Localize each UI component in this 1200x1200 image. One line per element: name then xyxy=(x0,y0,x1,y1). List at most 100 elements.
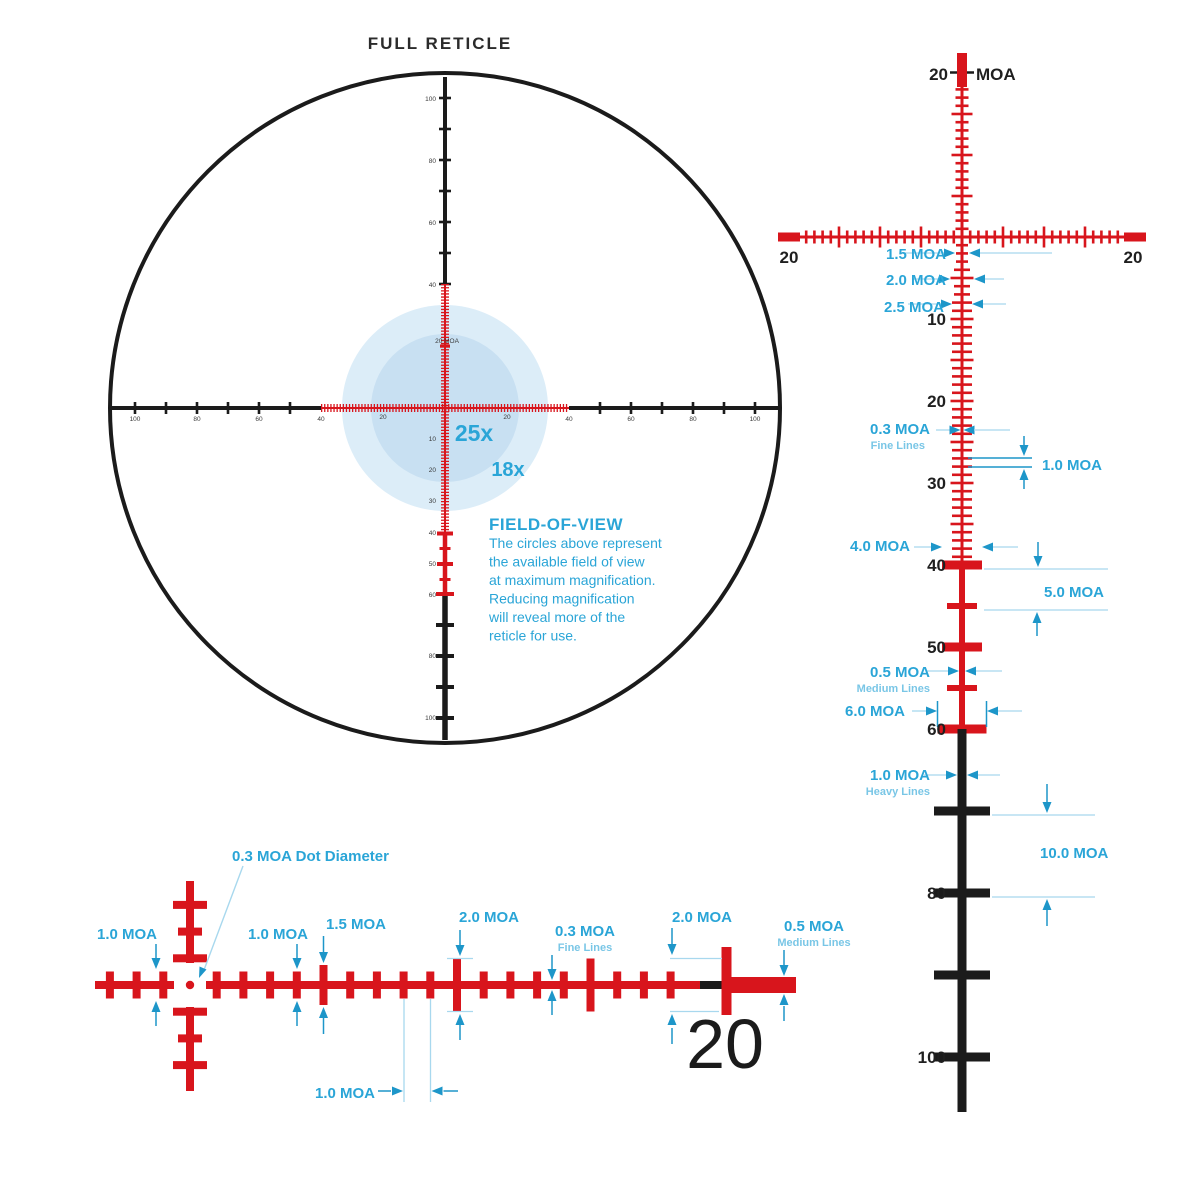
dimension-arrow xyxy=(547,990,557,1001)
full-reticle-diagram: FULL RETICLE 100 80 60 40 20 20 40 60 80 100 100 80… xyxy=(108,34,782,745)
fov-paragraph: The circles above represent the available… xyxy=(488,535,662,644)
fov-heading: FIELD-OF-VIEW xyxy=(489,515,623,534)
tick xyxy=(950,522,974,526)
tick xyxy=(439,578,451,581)
tick xyxy=(952,334,972,337)
tick xyxy=(952,342,972,345)
dimension-arrow xyxy=(151,1001,161,1012)
label: 60 xyxy=(627,416,635,423)
tick xyxy=(226,402,230,414)
tick xyxy=(952,457,972,460)
tick xyxy=(952,424,972,427)
label: 100 xyxy=(425,96,436,103)
tick xyxy=(954,284,970,288)
tick xyxy=(753,402,757,414)
tick xyxy=(829,230,833,244)
big-20-label: 20 xyxy=(686,1005,764,1083)
tick xyxy=(952,416,972,419)
ann-bottom-1-0-moa: 1.0 MOA xyxy=(315,1085,375,1102)
tick xyxy=(927,230,931,244)
bar-20-moa xyxy=(721,947,732,1015)
tick xyxy=(955,202,969,206)
label: 100 xyxy=(425,715,436,722)
tick xyxy=(950,276,974,280)
tick xyxy=(952,539,972,542)
tick xyxy=(436,654,454,658)
ann-2-0-moa: 2.0 MOA xyxy=(886,272,946,289)
tick xyxy=(956,243,968,247)
h-end-bar-right xyxy=(1124,232,1146,242)
label: 60 xyxy=(429,592,437,599)
center-dot xyxy=(185,980,195,990)
ann-1-5-moa: 1.5 MOA xyxy=(326,916,386,933)
tick xyxy=(436,716,454,720)
tick xyxy=(955,88,969,91)
tick xyxy=(968,230,972,244)
tick xyxy=(346,971,355,999)
magnification-25x-label: 25x xyxy=(455,420,494,446)
tick xyxy=(439,158,451,162)
label: 20 xyxy=(429,467,437,474)
elevation-detail-geometry xyxy=(778,53,1146,1112)
dimension-arrow xyxy=(944,248,955,258)
tick xyxy=(955,145,969,149)
tick xyxy=(559,971,568,999)
tick xyxy=(934,806,990,816)
tick xyxy=(639,971,648,999)
dimension-arrow xyxy=(292,1001,302,1012)
ann-left-1-0-moa: 1.0 MOA xyxy=(97,926,157,943)
tick xyxy=(439,189,451,193)
tick xyxy=(952,375,972,378)
tick xyxy=(613,971,622,999)
tick-50 xyxy=(942,642,982,652)
tick xyxy=(506,971,515,999)
dimension-arrow xyxy=(455,945,465,956)
tick xyxy=(533,971,542,999)
scale-10: 10 xyxy=(927,310,946,329)
tick xyxy=(952,366,972,370)
tick xyxy=(1108,230,1111,244)
tick xyxy=(955,129,969,132)
label: 40 xyxy=(565,416,573,423)
tick xyxy=(666,971,675,999)
label: 40 xyxy=(429,530,437,537)
dimension-arrow xyxy=(667,1014,677,1025)
ann-1-5-moa: 1.5 MOA xyxy=(886,246,946,263)
windage-detail-geometry xyxy=(95,865,796,1102)
tick xyxy=(895,230,898,244)
tick xyxy=(437,562,453,566)
dimension-arrow xyxy=(969,248,980,258)
tick xyxy=(952,506,972,509)
v-line-bottom xyxy=(186,1007,194,1091)
tick xyxy=(955,186,969,190)
tick xyxy=(952,489,972,493)
ann-6-0-moa: 6.0 MOA xyxy=(845,703,905,720)
ann-fine-lines-value: 0.3 MOA xyxy=(870,421,930,438)
tick xyxy=(1034,230,1038,244)
tick xyxy=(952,514,972,518)
tick xyxy=(952,498,972,501)
tick xyxy=(934,970,990,980)
dimension-arrow xyxy=(974,274,985,284)
tick xyxy=(1116,230,1120,244)
dimension-arrow xyxy=(1019,445,1029,456)
tick xyxy=(426,971,435,999)
label: 80 xyxy=(429,158,437,165)
tick xyxy=(598,402,602,414)
tick xyxy=(993,230,997,244)
tick xyxy=(952,301,972,304)
tick xyxy=(1001,226,1005,248)
ann-10-0-moa: 10.0 MOA xyxy=(1040,845,1109,862)
tick xyxy=(955,170,969,173)
dimension-arrow xyxy=(931,542,942,552)
tick xyxy=(936,230,939,244)
tick xyxy=(437,531,453,536)
tick xyxy=(821,230,824,244)
h-end-bar-left xyxy=(778,232,800,242)
tick xyxy=(439,251,451,255)
label: 80 xyxy=(689,416,697,423)
ann-2-0-moa-a: 2.0 MOA xyxy=(459,909,519,926)
tick xyxy=(722,402,726,414)
ann-medium-lines-sub: Medium Lines xyxy=(777,937,850,949)
